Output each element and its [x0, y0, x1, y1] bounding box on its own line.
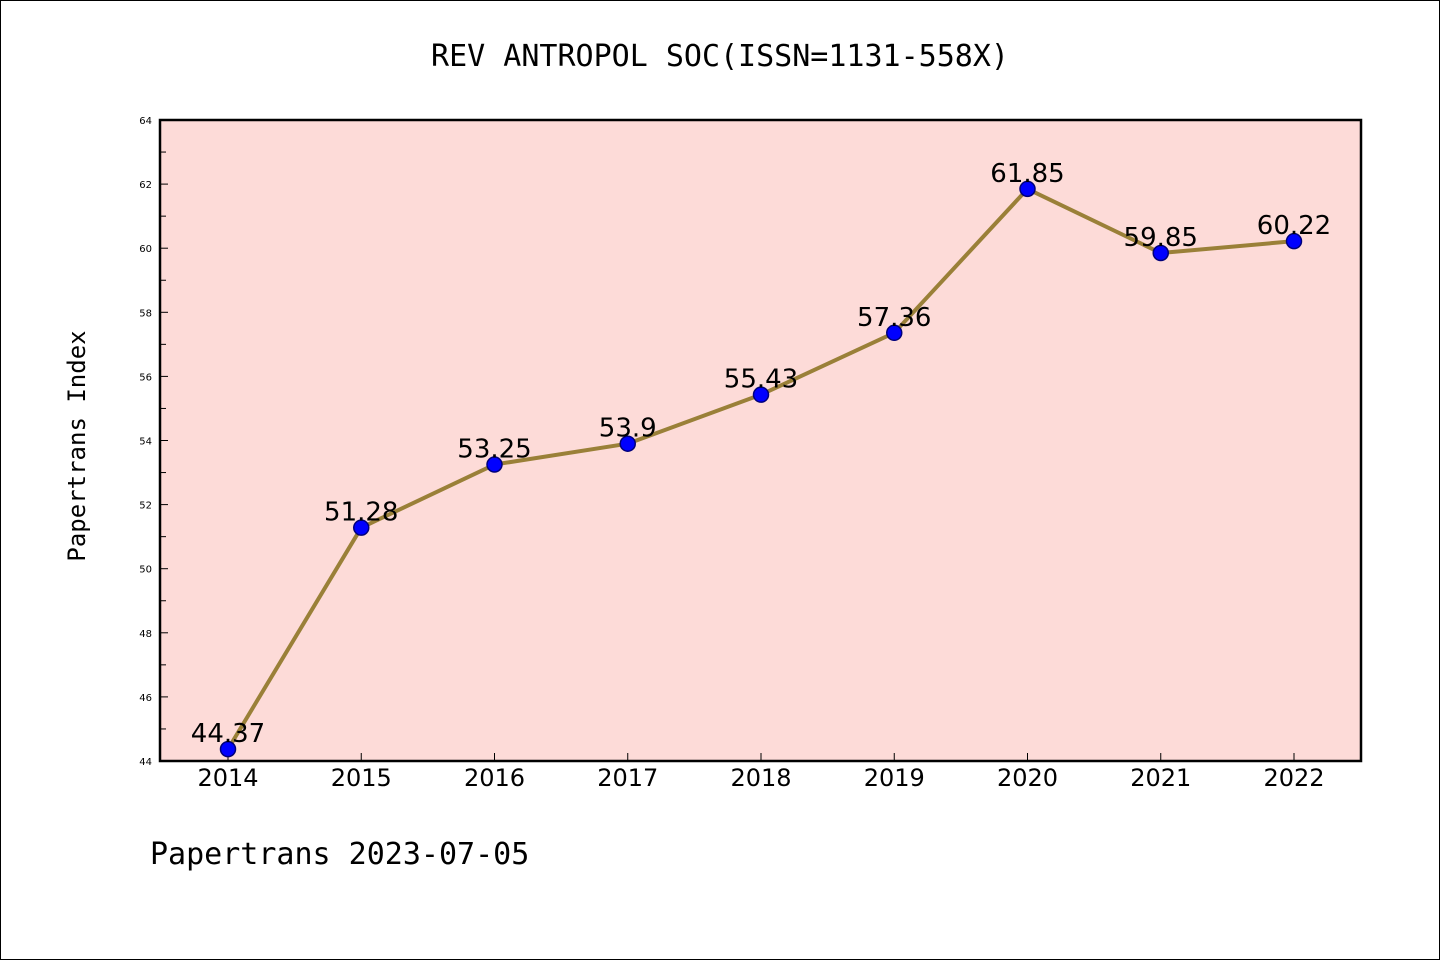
series-markers	[219, 180, 1303, 758]
y-axis-label: Papertrans Index	[63, 330, 91, 561]
data-point-label: 60.22	[1257, 211, 1331, 241]
data-point-marker	[353, 519, 370, 536]
chart-title: REV ANTROPOL SOC(ISSN=1131-558X)	[431, 39, 1009, 74]
plot-area	[160, 120, 1361, 761]
data-point-marker	[486, 456, 503, 473]
x-tick-label: 2015	[331, 764, 392, 792]
data-point-label: 53.9	[599, 414, 657, 444]
y-tick-label: 46	[139, 693, 152, 704]
y-tick-label: 62	[139, 180, 152, 191]
data-point-marker	[1152, 244, 1169, 262]
data-point-label: 53.25	[457, 435, 531, 465]
x-tick-label: 2018	[730, 764, 791, 792]
x-axis: 2014 2015 2016 2017 2018 2019 2020 2021 2022	[197, 753, 1325, 792]
data-point-label: 57.36	[857, 303, 931, 333]
data-point-label: 51.28	[324, 498, 398, 528]
y-tick-label: 52	[139, 501, 152, 512]
footer-date: Papertrans 2023-07-05	[150, 837, 529, 872]
x-tick-label: 2017	[597, 764, 658, 792]
data-point-label: 44.37	[191, 719, 265, 749]
x-tick-label: 2016	[464, 764, 525, 792]
y-tick-label: 58	[139, 308, 152, 319]
x-tick-label: 2020	[997, 764, 1058, 792]
y-tick-label: 44	[139, 757, 152, 768]
data-point-marker	[1019, 180, 1036, 198]
x-tick-label: 2022	[1263, 764, 1324, 792]
y-tick-label: 56	[139, 372, 152, 383]
y-tick-label: 60	[139, 244, 152, 255]
y-tick-label: 54	[139, 437, 152, 448]
y-tick-label: 50	[139, 565, 152, 576]
y-tick-label: 48	[139, 629, 152, 640]
x-tick-label: 2014	[197, 764, 258, 792]
data-point-marker	[1285, 232, 1303, 250]
data-point-marker	[886, 324, 903, 342]
data-point-marker	[752, 386, 770, 403]
x-tick-label: 2019	[864, 764, 925, 792]
data-point-label: 59.85	[1124, 223, 1198, 253]
data-labels: 44.37 51.28 53.25 53.9 55.43 57.36 61.85 59.85 6…	[191, 159, 1331, 749]
data-point-marker	[219, 740, 237, 758]
y-tick-label: 64	[139, 116, 152, 127]
plot-border	[158, 118, 1363, 763]
data-point-marker	[619, 435, 636, 452]
x-tick-label: 2021	[1130, 764, 1191, 792]
data-point-label: 55.43	[724, 365, 798, 395]
data-point-label: 61.85	[990, 159, 1064, 189]
y-axis: 44 46 48 50 52 54 56 58 60 62 64	[139, 116, 168, 768]
